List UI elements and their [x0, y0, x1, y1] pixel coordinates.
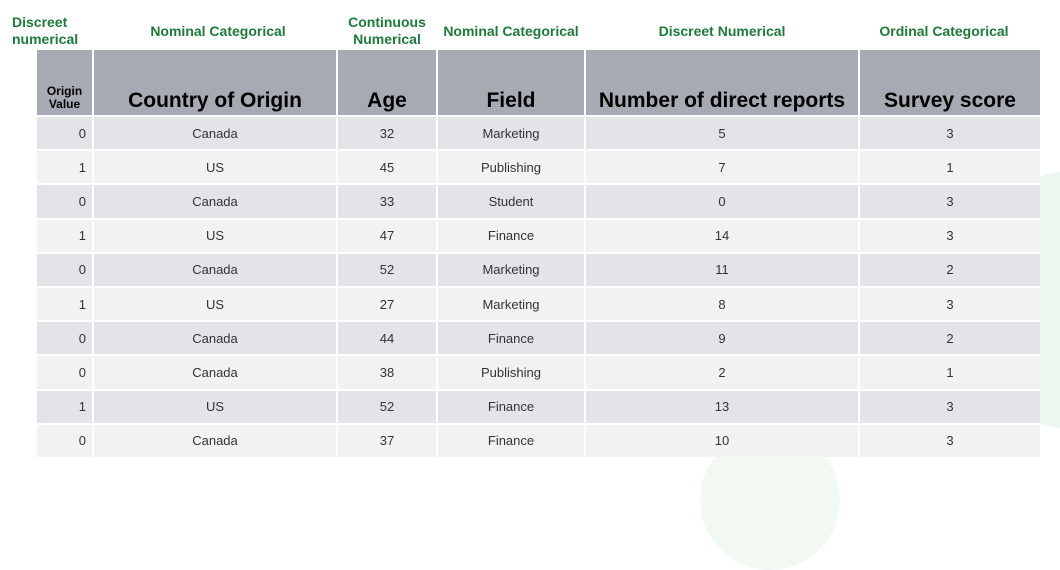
cell-direct-reports: 7	[585, 149, 860, 185]
cell-origin-value: 1	[37, 285, 94, 322]
cell-survey-score: 3	[859, 114, 1040, 151]
cell-age: 37	[337, 422, 438, 457]
cell-origin-value: 0	[37, 422, 94, 457]
cell-country: US	[93, 285, 338, 322]
cell-field: Finance	[437, 388, 586, 424]
cell-country: US	[93, 149, 338, 185]
cell-survey-score: 1	[859, 354, 1040, 390]
type-label-age: Continuous Numerical	[348, 14, 426, 47]
cell-field: Publishing	[437, 149, 586, 185]
cell-survey-score: 2	[859, 320, 1040, 356]
cell-age: 38	[337, 354, 438, 390]
table-body: 0 Canada 32 Marketing 5 3 1 US 45 Publishing 7 1 0 Ca…	[37, 114, 1040, 457]
cell-direct-reports: 10	[585, 422, 860, 457]
cell-origin-value: 0	[37, 183, 94, 219]
cell-origin-value: 0	[37, 320, 94, 356]
cell-field: Marketing	[437, 114, 586, 151]
cell-age: 32	[337, 114, 438, 151]
cell-direct-reports: 2	[585, 354, 860, 390]
cell-age: 27	[337, 285, 438, 322]
cell-survey-score: 3	[859, 285, 1040, 322]
cell-origin-value: 0	[37, 354, 94, 390]
cell-age: 44	[337, 320, 438, 356]
cell-survey-score: 3	[859, 183, 1040, 219]
cell-field: Student	[437, 183, 586, 219]
table-row: 1 US 52 Finance 13 3	[37, 388, 1040, 424]
cell-field: Finance	[437, 217, 586, 253]
type-label-survey-score: Ordinal Categorical	[879, 22, 1009, 39]
cell-age: 47	[337, 217, 438, 253]
table-row: 0 Canada 38 Publishing 2 1	[37, 354, 1040, 390]
cell-direct-reports: 11	[585, 251, 860, 287]
table-row: 1 US 45 Publishing 7 1	[37, 149, 1040, 185]
cell-field: Finance	[437, 320, 586, 356]
table-row: 0 Canada 33 Student 0 3	[37, 183, 1040, 219]
cell-country: US	[93, 388, 338, 424]
cell-field: Marketing	[437, 285, 586, 322]
cell-field: Finance	[437, 422, 586, 457]
cell-country: Canada	[93, 114, 338, 151]
header-age: Age	[337, 50, 438, 116]
cell-direct-reports: 13	[585, 388, 860, 424]
header-country-of-origin: Country of Origin	[93, 50, 338, 116]
table-row: 0 Canada 44 Finance 9 2	[37, 320, 1040, 356]
cell-survey-score: 1	[859, 149, 1040, 185]
cell-origin-value: 1	[37, 149, 94, 185]
cell-age: 33	[337, 183, 438, 219]
table-row: 1 US 27 Marketing 8 3	[37, 285, 1040, 322]
table-row: 1 US 47 Finance 14 3	[37, 217, 1040, 253]
type-label-country: Nominal Categorical	[150, 22, 286, 39]
cell-survey-score: 3	[859, 388, 1040, 424]
cell-survey-score: 3	[859, 422, 1040, 457]
cell-origin-value: 0	[37, 114, 94, 151]
cell-origin-value: 1	[37, 217, 94, 253]
header-survey-score: Survey score	[859, 50, 1040, 116]
cell-country: Canada	[93, 354, 338, 390]
header-origin-value: Origin Value	[37, 50, 94, 116]
type-label-field: Nominal Categorical	[443, 22, 579, 39]
cell-country: Canada	[93, 251, 338, 287]
cell-survey-score: 3	[859, 217, 1040, 253]
cell-age: 52	[337, 251, 438, 287]
cell-origin-value: 0	[37, 251, 94, 287]
cell-field: Publishing	[437, 354, 586, 390]
cell-country: Canada	[93, 422, 338, 457]
header-direct-reports: Number of direct reports	[585, 50, 860, 116]
type-label-direct-reports: Discreet Numerical	[658, 22, 786, 39]
cell-country: Canada	[93, 183, 338, 219]
cell-direct-reports: 9	[585, 320, 860, 356]
cell-direct-reports: 5	[585, 114, 860, 151]
cell-country: Canada	[93, 320, 338, 356]
cell-direct-reports: 0	[585, 183, 860, 219]
header-row: Origin Value Country of Origin Age Field…	[37, 50, 1040, 116]
cell-direct-reports: 14	[585, 217, 860, 253]
table-row: 0 Canada 52 Marketing 11 2	[37, 251, 1040, 287]
table-row: 0 Canada 32 Marketing 5 3	[37, 114, 1040, 151]
header-field: Field	[437, 50, 586, 116]
type-label-origin-value: Discreet numerical	[12, 14, 79, 47]
cell-origin-value: 1	[37, 388, 94, 424]
cell-field: Marketing	[437, 251, 586, 287]
table-row: 0 Canada 37 Finance 10 3	[37, 422, 1040, 457]
cell-age: 52	[337, 388, 438, 424]
cell-country: US	[93, 217, 338, 253]
cell-direct-reports: 8	[585, 285, 860, 322]
cell-age: 45	[337, 149, 438, 185]
data-table: Origin Value Country of Origin Age Field…	[37, 50, 1040, 457]
cell-survey-score: 2	[859, 251, 1040, 287]
